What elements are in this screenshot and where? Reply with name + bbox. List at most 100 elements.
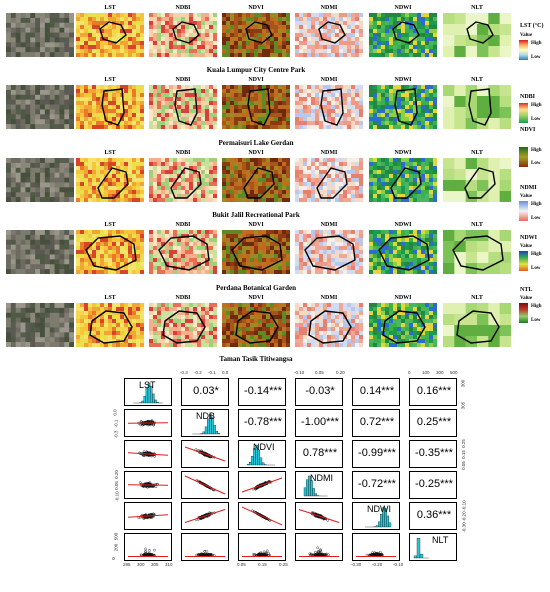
axis-tick-right-ndvi: 0.15 — [460, 450, 466, 459]
scatter-point — [146, 485, 149, 489]
park-boundary-outline — [378, 235, 430, 271]
histogram-bar — [143, 395, 147, 404]
park-caption-row1: Kuala Lumpur City Centre Park — [206, 66, 306, 74]
axis-tick-top-ndb: 0.0 — [222, 370, 229, 375]
map-label-ndvi-row4: NDVI — [248, 222, 264, 228]
correlation-coefficient: -1.00*** — [301, 416, 339, 428]
axis-tick-right-ndvi: 0.05 — [460, 461, 466, 470]
map-label-ndbi-row4: NDBI — [175, 222, 191, 228]
park-boundary-outline — [158, 235, 210, 271]
legend-ndwi-value: Value — [520, 244, 533, 249]
corr-cell-ndvi-ndmi: 0.78*** — [295, 440, 343, 468]
regression-line — [127, 422, 169, 424]
histogram-bar — [388, 522, 392, 528]
histogram-bar — [380, 514, 383, 528]
axis-tick-right-ndwi: -0.20 — [461, 511, 467, 522]
variable-name-nlt: NLT — [432, 535, 449, 545]
axis-tick-top-ndmi: 0.05 — [315, 370, 324, 375]
map-label-ndbi-row5: NDBI — [175, 295, 191, 301]
park-caption-row2: Permaisuri Lake Gerdan — [218, 139, 294, 147]
histogram-bar — [413, 555, 418, 559]
histogram-bar — [251, 456, 254, 466]
correlation-coefficient: -0.78*** — [244, 416, 282, 428]
scatter-cell-ndb-lst — [124, 409, 172, 437]
axis-tick-left-ndb: -0.3 — [113, 430, 119, 439]
scatter-point — [317, 550, 321, 554]
histogram-bar — [310, 480, 313, 497]
histogram-bar — [419, 553, 424, 559]
map-tile-satellite-row2 — [6, 85, 74, 129]
corr-cell-ndb-ndmi: -1.00*** — [295, 409, 343, 437]
park-boundary-outline — [464, 167, 496, 199]
correlation-coefficient: -0.03* — [305, 385, 335, 397]
axis-tick-right-ndwi: -0.10 — [461, 500, 467, 511]
map-tile-ndmi-row2 — [295, 85, 363, 129]
axis-tick-left-ndb: 0.0 — [112, 409, 118, 416]
scatter-point — [148, 549, 151, 552]
map-label-lst-row5: LST — [104, 295, 116, 301]
histogram-bar — [145, 388, 149, 404]
legend-ndvi-low: Low — [531, 161, 541, 166]
correlation-coefficient: 0.03* — [193, 385, 219, 397]
axis-tick-top-ndmi: 0.20 — [336, 370, 345, 375]
legend-ndmi-value: Value — [520, 194, 533, 199]
axis-tick-left-nlt: 0 — [110, 557, 116, 560]
variable-name-ndwi: NDWI — [367, 504, 391, 514]
park-boundary-outline — [452, 235, 504, 271]
park-caption-row3: Bukit Jalil Recreational Park — [212, 211, 300, 219]
corr-cell-lst-nlt: 0.16*** — [409, 378, 457, 406]
variable-name-ndb: NDB — [196, 411, 216, 421]
park-boundary-outline — [101, 88, 125, 126]
park-boundary-outline — [245, 21, 273, 44]
axis-tick-bottom-ndwi: -0.20 — [372, 562, 383, 567]
correlation-coefficient: -0.72*** — [358, 478, 396, 490]
map-label-ndbi-row3: NDBI — [175, 150, 191, 156]
park-boundary-outline — [231, 235, 283, 271]
map-label-ndmi-row2: NDMI — [320, 77, 338, 83]
histogram-bar — [416, 538, 421, 559]
legend-ntl-title: NTL — [520, 287, 533, 293]
legend-ndwi-title: NDWI — [520, 235, 538, 241]
map-label-nlt-row1: NLT — [471, 5, 483, 11]
correlation-coefficient: 0.25*** — [416, 416, 452, 428]
legend-ndbi-low: Low — [531, 117, 541, 122]
histogram-bar — [375, 525, 379, 528]
map-label-lst-row4: LST — [104, 222, 116, 228]
map-tile-ndvi-row5 — [222, 303, 290, 347]
histogram-bar — [259, 457, 263, 466]
legend-lst-title: LST (°C) — [520, 23, 544, 29]
histogram-bar — [202, 431, 206, 435]
park-boundary-outline — [97, 167, 129, 199]
park-boundary-outline — [468, 88, 492, 126]
park-boundary-outline — [466, 21, 494, 44]
legend-ndwi-colorbar — [519, 251, 528, 271]
map-label-lst-row3: LST — [104, 150, 116, 156]
histogram-bar — [314, 493, 318, 497]
map-label-lst-row1: LST — [104, 5, 116, 11]
map-tile-ndvi-row3 — [222, 158, 290, 202]
histogram-bar — [217, 433, 221, 435]
scatter-point — [252, 553, 255, 556]
scatter-cell-ndvi-lst — [124, 440, 172, 468]
variable-name-lst: LST — [139, 380, 156, 390]
map-label-nlt-row4: NLT — [471, 222, 483, 228]
regression-line — [184, 475, 226, 495]
axis-tick-top-ndb: -0.3 — [180, 370, 188, 375]
scatter-point — [256, 553, 260, 557]
histogram-cell-ndb: NDB — [181, 409, 229, 437]
map-tile-ndbi-row2 — [149, 85, 217, 129]
histogram-bar — [305, 479, 309, 497]
legend-ndmi-title: NDMI — [520, 185, 537, 191]
correlation-coefficient: 0.78*** — [302, 447, 338, 459]
histogram-cell-ndvi: NDVI — [238, 440, 286, 468]
legend-ntl-high: High — [531, 304, 542, 309]
park-boundary-outline — [392, 21, 420, 44]
corr-cell-lst-ndmi: -0.03* — [295, 378, 343, 406]
park-boundary-outline — [390, 167, 422, 199]
scatter-cell-ndwi-ndvi — [238, 502, 286, 530]
axis-tick-bottom-lst: 305 — [151, 562, 159, 567]
map-tile-ndwi-row1 — [369, 13, 437, 57]
axis-tick-bottom-ndvi: 0.15 — [258, 562, 267, 567]
park-boundary-outline — [172, 21, 200, 44]
park-caption-row4: Perdana Botanical Garden — [215, 284, 297, 292]
